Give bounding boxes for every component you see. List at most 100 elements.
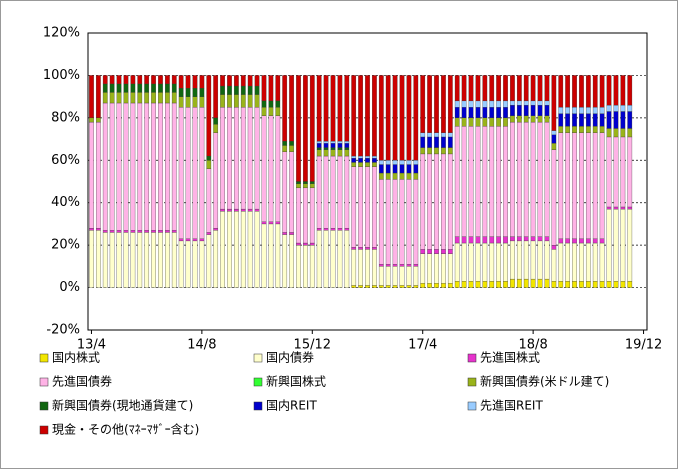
x-tick-label: 19/12: [625, 338, 662, 353]
bar-segment: [234, 75, 239, 87]
bar-segment: [558, 107, 564, 114]
bar-segment: [510, 236, 515, 242]
bar-segment: [144, 232, 150, 288]
bar-segment: [461, 242, 467, 282]
bar-segment: [116, 230, 122, 233]
bar-segment: [447, 136, 453, 148]
bar-segment: [296, 181, 301, 184]
bar-segment: [447, 153, 453, 250]
bar-segment: [144, 92, 150, 104]
bar-segment: [489, 117, 495, 127]
bar-segment: [296, 75, 301, 182]
bar-segment: [344, 147, 350, 150]
bar-segment: [579, 132, 584, 239]
bar-segment: [192, 88, 198, 97]
bar-segment: [399, 172, 405, 180]
bar-segment: [530, 104, 536, 116]
bar-segment: [565, 242, 570, 282]
bar-segment: [572, 132, 577, 239]
bar-segment: [627, 206, 633, 210]
bar-segment: [213, 124, 219, 133]
bar-segment: [337, 147, 343, 150]
bar-segment: [358, 249, 363, 286]
bar-segment: [254, 208, 260, 212]
bar-segment: [434, 249, 439, 254]
bar-segment: [178, 238, 184, 242]
bar-segment: [530, 100, 536, 106]
bar-segment: [89, 230, 94, 288]
bar-segment: [516, 240, 522, 280]
bar-segment: [427, 249, 432, 254]
bar-segment: [620, 208, 626, 282]
bar-segment: [123, 102, 129, 231]
bar-segment: [441, 253, 446, 284]
bar-segment: [620, 281, 626, 288]
bar-segment: [316, 143, 322, 148]
bar-segment: [482, 126, 488, 237]
bar-segment: [441, 136, 446, 148]
bar-segment: [199, 238, 205, 242]
bar-segment: [454, 126, 460, 237]
bar-segment: [627, 111, 633, 129]
bar-segment: [606, 208, 612, 282]
bar-segment: [454, 242, 460, 282]
bar-segment: [558, 242, 564, 282]
bar-segment: [489, 107, 495, 119]
bar-segment: [289, 151, 294, 233]
bar-segment: [544, 240, 550, 280]
bar-segment: [482, 107, 488, 119]
bar-segment: [503, 126, 508, 237]
bar-segment: [89, 117, 94, 123]
bar-segment: [185, 238, 191, 242]
bar-segment: [627, 136, 633, 208]
bar-segment: [254, 75, 260, 87]
bar-segment: [316, 230, 322, 288]
bar-segment: [537, 121, 543, 237]
bar-segment: [192, 75, 198, 89]
bar-segment: [420, 249, 426, 254]
bar-segment: [620, 128, 626, 138]
bar-segment: [378, 164, 384, 174]
bar-segment: [289, 75, 294, 142]
bar-segment: [413, 264, 419, 267]
bar-segment: [213, 132, 219, 229]
bar-segment: [413, 160, 419, 165]
bar-segment: [468, 117, 474, 127]
bar-segment: [130, 232, 136, 288]
bar-segment: [454, 117, 460, 127]
bar-segment: [303, 187, 308, 244]
bar-segment: [434, 136, 439, 148]
bar-segment: [620, 206, 626, 210]
bar-segment: [123, 75, 129, 85]
bar-segment: [579, 113, 584, 127]
bar-segment: [420, 132, 426, 138]
bar-segment: [530, 75, 536, 102]
legend-label: 新興国債券(現地通貨建て): [52, 398, 193, 413]
bar-segment: [496, 126, 501, 237]
bar-segment: [247, 75, 253, 87]
bar-segment: [475, 281, 481, 288]
bar-segment: [158, 232, 163, 288]
bar-segment: [206, 155, 212, 161]
bar-segment: [599, 132, 605, 239]
bar-segment: [199, 75, 205, 89]
bar-segment: [503, 75, 508, 102]
bar-segment: [316, 149, 322, 157]
bar-segment: [378, 264, 384, 267]
bar-segment: [358, 75, 363, 157]
y-tick-label: 100%: [43, 68, 80, 83]
legend-swatch: [39, 377, 49, 387]
bar-segment: [234, 85, 239, 95]
bar-segment: [95, 117, 101, 123]
bar-segment: [530, 236, 536, 242]
bar-segment: [165, 92, 170, 104]
bar-segment: [102, 83, 108, 93]
bar-segment: [365, 166, 370, 248]
bar-segment: [158, 102, 163, 231]
bar-segment: [261, 221, 267, 225]
bar-segment: [385, 75, 391, 161]
bar-segment: [316, 228, 322, 231]
bar-segment: [337, 143, 343, 148]
bar-segment: [116, 102, 122, 231]
bar-segment: [344, 143, 350, 148]
